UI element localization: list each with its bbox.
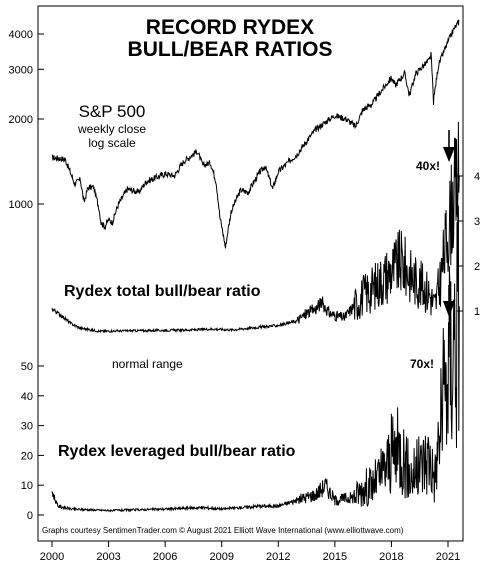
y-tick-label-leveraged: 20 — [21, 450, 33, 462]
y-tick-label-total: 1 — [474, 306, 480, 318]
normal-range-label: normal range — [112, 357, 183, 371]
total-peak-arrow — [443, 130, 455, 162]
y-tick-label-total: 3 — [474, 216, 480, 228]
x-tick-label: 2006 — [153, 551, 177, 562]
x-tick-label: 2015 — [323, 551, 347, 562]
y-tick-label-sp500: 3000 — [9, 64, 33, 76]
y-tick-label-total: 4 — [474, 171, 480, 183]
leveraged-ratio-line — [51, 205, 460, 513]
total-peak-label: 40x! — [416, 159, 440, 173]
y-tick-label-leveraged: 30 — [21, 421, 33, 433]
sp500-sublabel-2: log scale — [88, 136, 136, 150]
x-tick-label: 2003 — [96, 551, 120, 562]
y-tick-label-leveraged: 50 — [21, 361, 33, 373]
left-axis: 1000 2000 3000 4000 0 10 20 30 40 50 — [9, 29, 44, 522]
total-ratio-line — [51, 121, 460, 334]
x-tick-label: 2018 — [379, 551, 403, 562]
y-tick-label-leveraged: 10 — [21, 480, 33, 492]
sp500-line — [51, 18, 460, 249]
x-tick-label: 2000 — [40, 551, 64, 562]
x-tick-label: 2009 — [209, 551, 233, 562]
x-tick-label: 2012 — [266, 551, 290, 562]
y-tick-label-sp500: 1000 — [9, 199, 33, 211]
x-tick-label: 2021 — [436, 551, 460, 562]
y-tick-label-total: 2 — [474, 261, 480, 273]
y-tick-label-leveraged: 40 — [21, 391, 33, 403]
total-ratio-label: Rydex total bull/bear ratio — [64, 283, 261, 300]
bottom-axis: 2000 2003 2006 2009 2012 2015 2018 2021 — [40, 541, 460, 562]
leveraged-ratio-label: Rydex leveraged bull/bear ratio — [58, 443, 296, 460]
y-tick-label-sp500: 4000 — [9, 29, 33, 41]
y-tick-label-leveraged: 0 — [27, 510, 33, 522]
sp500-label: S&P 500 — [79, 102, 146, 121]
y-tick-label-sp500: 2000 — [9, 114, 33, 126]
credit-text: Graphs courtesy SentimenTrader.com © Aug… — [42, 526, 404, 535]
leveraged-peak-label: 70x! — [410, 357, 434, 371]
chart-title-line1: RECORD RYDEX — [146, 16, 314, 39]
series-lines — [51, 18, 460, 513]
chart-title-line2: BULL/BEAR RATIOS — [128, 38, 333, 61]
sp500-sublabel-1: weekly close — [77, 122, 146, 136]
